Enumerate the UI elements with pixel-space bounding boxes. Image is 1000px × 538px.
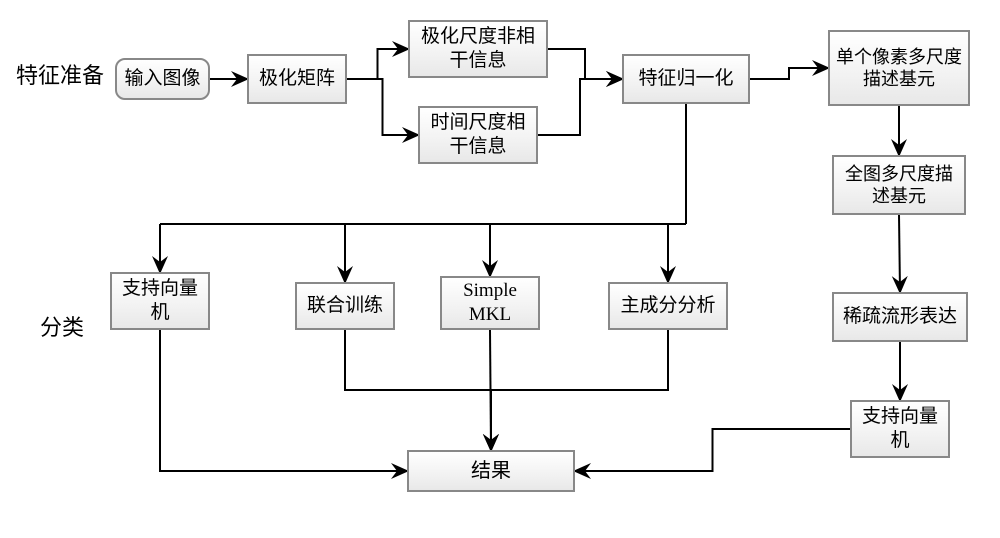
node-n-input: 输入图像	[115, 58, 210, 100]
node-n-full: 全图多尺度描述基元	[832, 155, 966, 215]
node-n-svm1: 支持向量机	[110, 272, 210, 330]
node-n-pixel: 单个像素多尺度描述基元	[828, 30, 970, 106]
section-label-feature-prep: 特征准备	[16, 58, 104, 90]
section-label-classification: 分类	[40, 310, 84, 342]
node-n-matrix: 极化矩阵	[247, 54, 347, 104]
node-n-norm: 特征归一化	[622, 54, 750, 104]
node-n-incoh: 极化尺度非相干信息	[408, 20, 548, 78]
node-n-svm2: 支持向量机	[850, 400, 950, 458]
node-n-coh: 时间尺度相干信息	[418, 106, 538, 164]
node-n-result: 结果	[407, 450, 575, 492]
node-n-mkl: Simple MKL	[440, 276, 540, 330]
node-n-pca: 主成分分析	[608, 282, 728, 330]
node-n-joint: 联合训练	[295, 282, 395, 330]
flowchart-canvas: 特征准备 分类 输入图像极化矩阵 极化尺度非相干信息时间尺度相干信息 特征归一化 单个…	[0, 0, 1000, 538]
node-n-sparse: 稀疏流形表达	[832, 292, 968, 342]
